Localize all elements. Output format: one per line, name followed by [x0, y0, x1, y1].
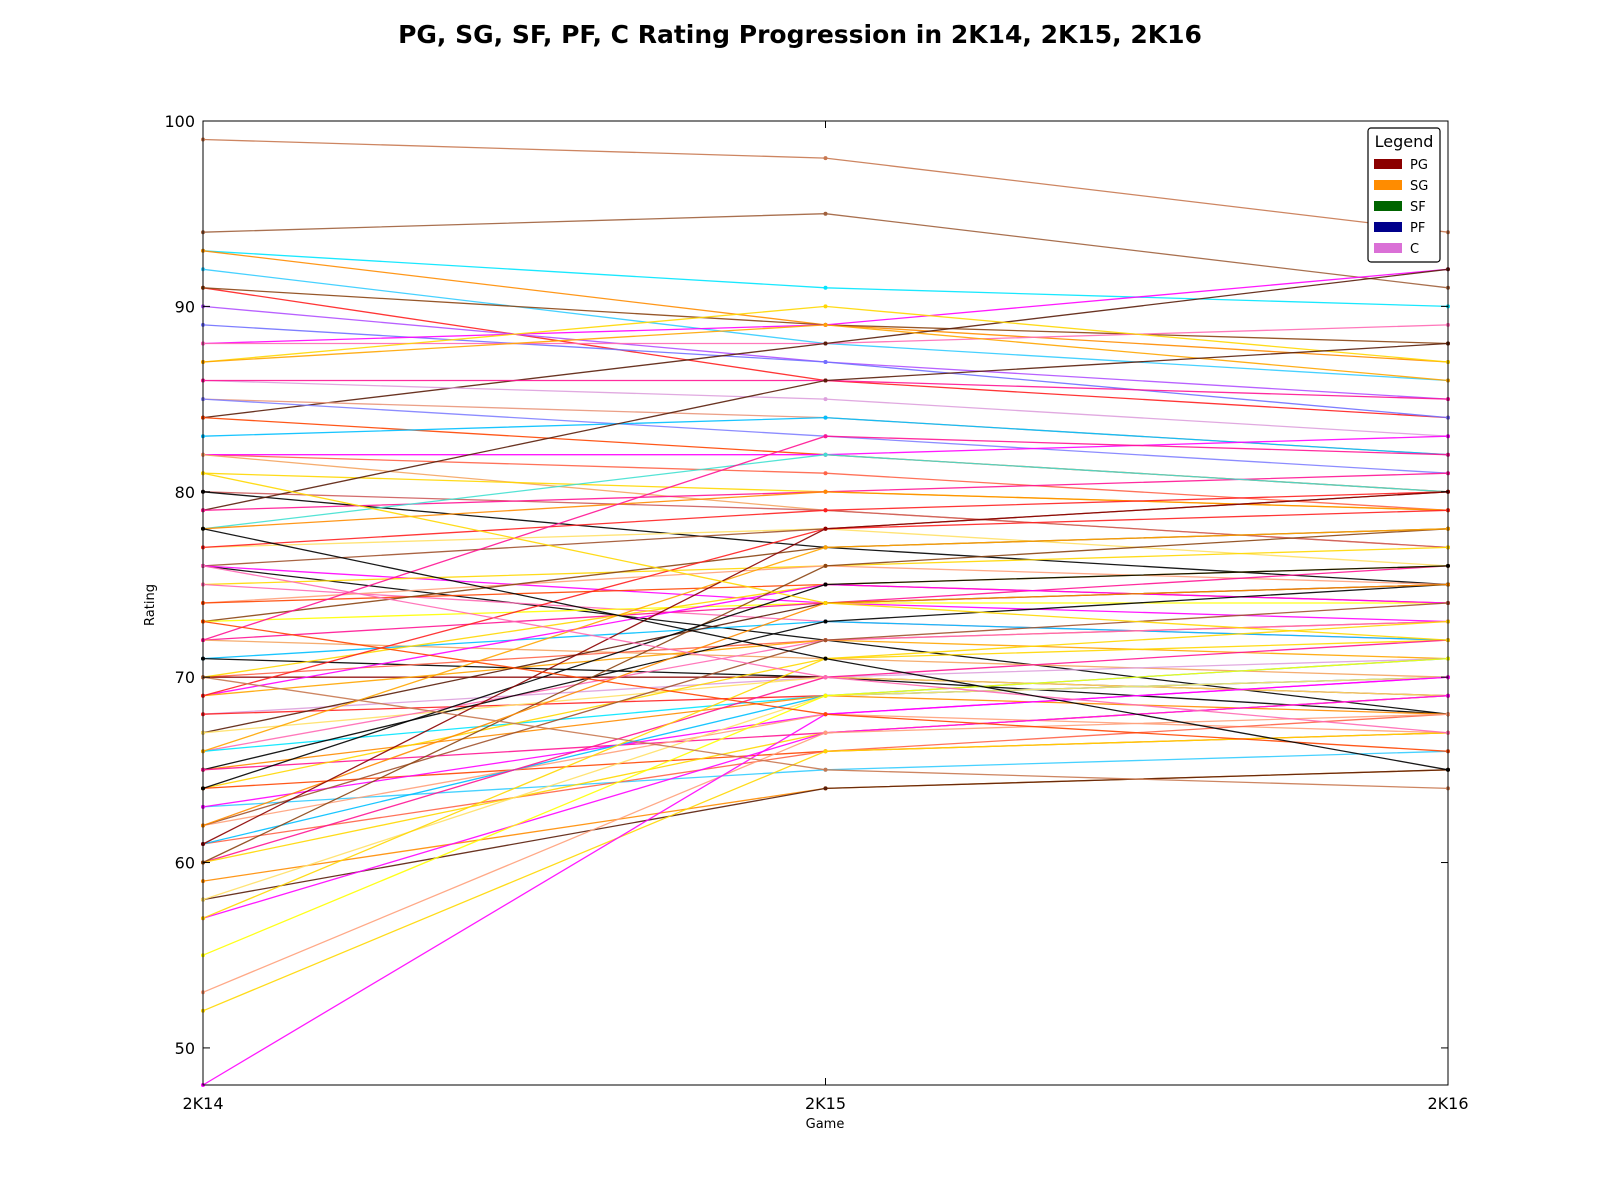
series-line — [202, 250, 1449, 308]
legend-label-sg: SG — [1410, 179, 1428, 194]
series-point — [823, 397, 828, 402]
series-point — [823, 341, 828, 346]
series-line — [202, 583, 1449, 641]
series-point — [823, 489, 828, 494]
series-point — [823, 434, 828, 439]
series-point — [823, 360, 828, 364]
series-line — [202, 565, 1449, 623]
x-tick-label: 2K15 — [805, 1094, 846, 1113]
series-line — [203, 379, 1449, 400]
series-point — [823, 285, 828, 290]
x-tick-label: 2K14 — [182, 1094, 223, 1113]
y-tick-label: 70 — [175, 668, 195, 687]
legend-label-sf: SF — [1410, 200, 1426, 215]
series-point — [823, 304, 828, 309]
y-tick-label: 60 — [175, 854, 195, 873]
legend-swatch-sg — [1374, 180, 1402, 190]
series-point — [823, 156, 828, 161]
y-axis: 50 60 70 80 90 100 — [164, 112, 1448, 1058]
x-axis-label: Game — [806, 1117, 845, 1132]
series-line — [202, 379, 1449, 437]
series-line — [203, 676, 1449, 697]
series-point — [823, 786, 828, 791]
legend-swatch-sf — [1374, 201, 1402, 211]
series-point — [823, 452, 828, 457]
series-point — [823, 582, 828, 587]
legend-entries: PG SG SF PF C — [1374, 158, 1428, 257]
x-tick-label: 2K16 — [1427, 1094, 1468, 1113]
series-point — [823, 563, 828, 568]
series-line — [202, 639, 1449, 697]
y-tick-label: 80 — [175, 483, 195, 502]
chart-title: PG, SG, SF, PF, C Rating Progression in … — [398, 20, 1202, 49]
series-line — [202, 472, 1449, 641]
y-tick-label: 90 — [175, 297, 195, 316]
legend-label-pf: PF — [1410, 221, 1425, 236]
y-tick-label: 50 — [175, 1039, 195, 1058]
series-line — [202, 528, 1449, 623]
series-point — [823, 767, 828, 772]
series-point — [823, 749, 828, 754]
series-point — [823, 545, 828, 550]
series-line — [202, 324, 1449, 419]
series-point — [823, 712, 828, 717]
series-layer — [201, 137, 1450, 1087]
series-point — [823, 619, 828, 624]
y-axis-label: Rating — [143, 584, 158, 626]
legend: Legend PG SG SF PF C — [1367, 127, 1441, 263]
series-line — [202, 398, 1449, 456]
series-point — [823, 471, 828, 476]
legend-swatch-c — [1374, 243, 1402, 253]
series-line — [202, 324, 1449, 382]
series-line — [202, 454, 1449, 511]
series-point — [823, 508, 828, 513]
series-point — [823, 526, 828, 531]
series-point — [823, 211, 828, 216]
series-line — [202, 491, 1449, 586]
series-line — [203, 324, 1449, 345]
series-line — [202, 138, 1449, 233]
series-line — [202, 305, 1449, 363]
series-point — [823, 601, 828, 605]
legend-label-c: C — [1410, 242, 1419, 257]
series-point — [823, 675, 828, 680]
series-line — [202, 657, 1449, 715]
series-point — [823, 415, 828, 420]
series-point — [823, 656, 828, 661]
series-line — [202, 491, 1449, 549]
series-line — [202, 583, 1449, 604]
series-point — [823, 378, 828, 383]
legend-label-pg: PG — [1410, 158, 1428, 173]
y-tick-label: 100 — [164, 112, 195, 131]
series-line — [202, 213, 1449, 289]
series-line — [202, 491, 1449, 549]
series-line — [202, 732, 1449, 790]
series-line — [202, 342, 1449, 511]
series-line — [202, 454, 1449, 549]
series-line — [202, 657, 1449, 715]
series-point — [823, 693, 828, 698]
series-line — [202, 491, 1449, 845]
series-point — [823, 730, 828, 735]
series-point — [823, 638, 828, 643]
legend-swatch-pg — [1374, 159, 1402, 169]
x-axis: 2K14 2K15 2K16 — [182, 121, 1469, 1113]
series-line — [202, 305, 1449, 400]
series-line — [202, 602, 1448, 623]
series-line — [202, 732, 1449, 1012]
series-line — [203, 435, 1449, 456]
series-line — [202, 435, 1449, 641]
legend-swatch-pf — [1374, 222, 1402, 232]
legend-title: Legend — [1375, 132, 1434, 151]
series-point — [823, 322, 828, 327]
